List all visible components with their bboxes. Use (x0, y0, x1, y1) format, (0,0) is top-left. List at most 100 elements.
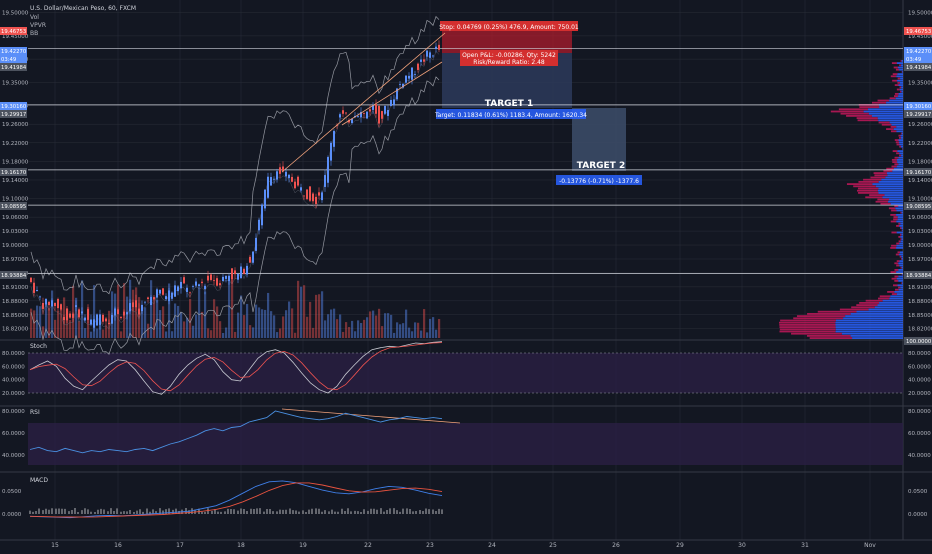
price-axis-marker-label: 19.30160 (906, 104, 932, 110)
stop-zone[interactable] (442, 31, 572, 53)
vpvr-bar-up (886, 102, 903, 104)
time-tick-label[interactable]: 17 (176, 542, 184, 549)
price-axis-marker-label-left: 19.16170 (1, 170, 27, 176)
vpvr-bar-up (899, 93, 903, 95)
candle-body (288, 175, 290, 178)
volume-bar (267, 293, 269, 338)
indicator-vpvr[interactable]: VPVR (30, 22, 46, 29)
volume-bar (102, 329, 104, 338)
rsi-tick-label: 60.0000 (908, 431, 931, 437)
price-tick-label: 19.50000 (908, 11, 932, 17)
time-tick-label[interactable]: 18 (237, 542, 245, 549)
time-tick-label[interactable]: 31 (801, 542, 809, 549)
time-tick-label[interactable]: 15 (51, 542, 59, 549)
vpvr-bar-up (878, 117, 903, 119)
vpvr-bar-down (890, 247, 896, 249)
candle-body (69, 314, 71, 318)
time-tick-label[interactable]: 16 (114, 542, 122, 549)
vpvr-bar-up (842, 333, 903, 335)
time-tick-label[interactable]: 25 (549, 542, 557, 549)
candle-body (204, 286, 206, 289)
price-axis-marker-label-left: 18.93884 (1, 273, 27, 279)
candle-body (345, 113, 347, 114)
vpvr-bar-down (851, 306, 875, 308)
price-axis-marker-label: 19.41984 (906, 65, 932, 71)
macd-pane-label[interactable]: MACD (30, 477, 48, 484)
vpvr-bar-up (901, 64, 903, 66)
vpvr-bar-down (779, 322, 835, 324)
vpvr-bar-up (851, 313, 903, 315)
vpvr-bar-up (902, 60, 903, 62)
volume-bar (189, 299, 191, 338)
time-tick-label[interactable]: 19 (299, 542, 307, 549)
rsi-pane-label[interactable]: RSI (30, 409, 40, 416)
vpvr-bar-down (866, 300, 883, 302)
price-tick-label: 19.00000 (908, 243, 932, 249)
vpvr-bar-up (887, 174, 903, 176)
vpvr-bar-up (896, 126, 903, 128)
indicator-bb[interactable]: BB (30, 30, 38, 37)
volume-bar (303, 285, 305, 338)
time-tick-label[interactable]: 26 (612, 542, 620, 549)
vpvr-bar-down (894, 276, 898, 278)
vpvr-bar-down (896, 141, 899, 143)
vpvr-bar-down (889, 207, 895, 209)
vpvr-bar-down (793, 317, 843, 319)
vpvr-bar-up (897, 166, 903, 168)
vpvr-bar-up (900, 89, 903, 91)
vpvr-bar-up (901, 155, 903, 157)
indicator-vol[interactable]: Vol (30, 14, 39, 21)
vpvr-bar-up (879, 302, 903, 304)
vpvr-bar-up (899, 254, 903, 256)
volume-bar (372, 311, 374, 338)
volume-bar (342, 332, 344, 338)
vpvr-bar-up (890, 122, 903, 124)
vpvr-bar-up (892, 170, 903, 172)
vpvr-bar-up (902, 229, 903, 231)
price-tick-label: 18.97000 (908, 257, 932, 263)
vpvr-bar-up (845, 315, 903, 317)
vpvr-bar-up (897, 278, 903, 280)
vpvr-bar-up (895, 207, 903, 209)
volume-bar (288, 301, 290, 338)
vpvr-bar-up (835, 322, 903, 324)
vpvr-bar-up (898, 67, 903, 69)
stop-label: Stop: 0.04769 (0.25%) 476.9, Amount: 750… (439, 24, 579, 31)
candle-body (165, 296, 167, 299)
candle-body (216, 278, 218, 286)
stoch-pane-label[interactable]: Stoch (30, 343, 47, 350)
rsi-tick-label-left: 40.0000 (2, 453, 25, 459)
volume-bar (270, 311, 272, 338)
volume-bar (45, 303, 47, 338)
candle-body (357, 116, 359, 117)
vpvr-bar-up (898, 157, 903, 159)
vpvr-bar-up (890, 295, 903, 297)
time-tick-label[interactable]: 23 (426, 542, 434, 549)
macd-tick-label: 0.0000 (908, 512, 928, 518)
time-tick-label[interactable]: 30 (738, 542, 746, 549)
time-tick-label[interactable]: 24 (488, 542, 496, 549)
time-tick-label[interactable]: 22 (364, 542, 372, 549)
candle-body (222, 277, 224, 281)
vpvr-bar-down (900, 234, 901, 236)
vpvr-bar-up (897, 150, 903, 152)
vpvr-bar-down (882, 124, 892, 126)
candle-body (390, 100, 392, 106)
vpvr-bar-up (902, 267, 903, 269)
volume-bar (237, 313, 239, 338)
price-tick-label: 18.88000 (908, 299, 932, 305)
time-tick-label[interactable]: Nov (864, 542, 876, 549)
price-tick-label-left: 19.00000 (2, 243, 29, 249)
vpvr-bar-down (902, 71, 903, 73)
time-tick-label[interactable]: 29 (676, 542, 684, 549)
candle-body (225, 276, 227, 279)
candle-body (39, 296, 41, 297)
candle-body (267, 177, 269, 198)
vpvr-bar-up (836, 324, 903, 326)
volume-bar (105, 325, 107, 338)
candle-body (189, 292, 191, 293)
vpvr-bar-down (896, 225, 899, 227)
price-tick-label-left: 19.26000 (2, 122, 29, 128)
